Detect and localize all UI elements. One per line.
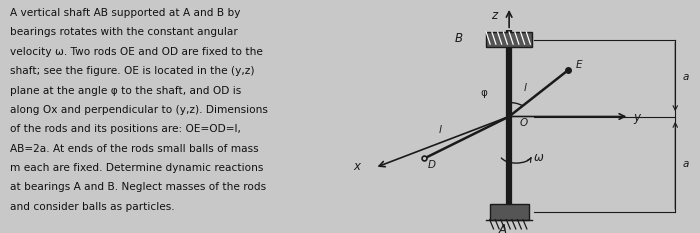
Text: AB=2a. At ends of the rods small balls of mass: AB=2a. At ends of the rods small balls o…: [10, 144, 259, 154]
Text: x: x: [354, 160, 360, 173]
Text: D: D: [428, 160, 436, 170]
Bar: [490, 205, 528, 219]
Text: l: l: [524, 83, 526, 93]
Text: l: l: [438, 125, 441, 135]
Text: A vertical shaft AB supported at A and B by: A vertical shaft AB supported at A and B…: [10, 8, 241, 18]
Bar: [486, 32, 532, 47]
Text: z: z: [491, 9, 498, 22]
Text: a: a: [682, 159, 689, 169]
Text: A: A: [498, 223, 507, 233]
Text: shaft; see the figure. OE is located in the (y,z): shaft; see the figure. OE is located in …: [10, 66, 255, 76]
Text: ω: ω: [534, 151, 544, 164]
Text: a: a: [682, 72, 689, 82]
Text: O: O: [519, 118, 528, 128]
Text: at bearings A and B. Neglect masses of the rods: at bearings A and B. Neglect masses of t…: [10, 182, 267, 192]
Text: and consider balls as particles.: and consider balls as particles.: [10, 202, 175, 212]
Text: along Ox and perpendicular to (y,z). Dimensions: along Ox and perpendicular to (y,z). Dim…: [10, 105, 268, 115]
Text: of the rods and its positions are: OE=OD=l,: of the rods and its positions are: OE=OD…: [10, 124, 241, 134]
Text: E: E: [575, 60, 582, 70]
Text: y: y: [633, 111, 640, 124]
Text: B: B: [454, 32, 462, 45]
Text: velocity ω. Two rods OE and OD are fixed to the: velocity ω. Two rods OE and OD are fixed…: [10, 47, 263, 57]
Text: φ: φ: [481, 88, 488, 98]
Text: bearings rotates with the constant angular: bearings rotates with the constant angul…: [10, 27, 238, 38]
Text: m each are fixed. Determine dynamic reactions: m each are fixed. Determine dynamic reac…: [10, 163, 264, 173]
Text: plane at the angle φ to the shaft, and OD is: plane at the angle φ to the shaft, and O…: [10, 86, 241, 96]
